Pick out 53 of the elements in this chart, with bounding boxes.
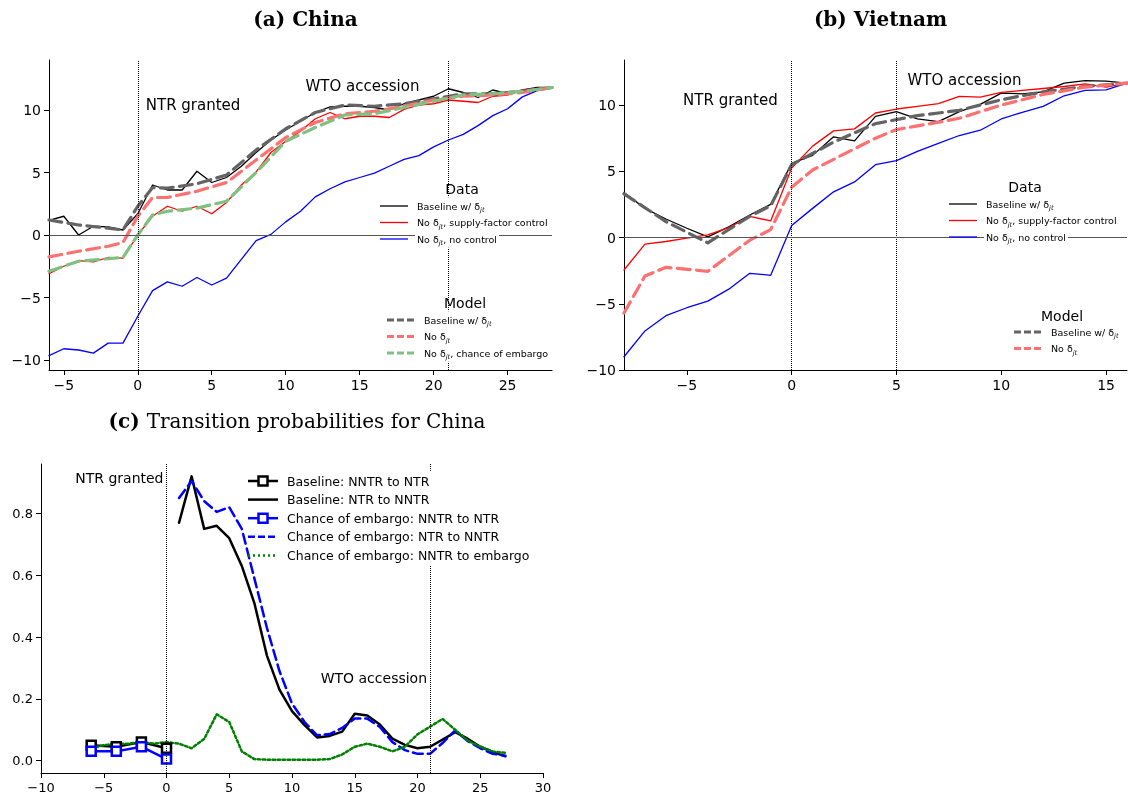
x-tick-label: 10 xyxy=(992,377,1011,393)
legend-label: Chance of embargo: NNTR to embargo xyxy=(287,547,530,563)
x-tick-label: 0 xyxy=(787,377,797,393)
y-tick-label: 5 xyxy=(32,164,41,181)
y-tick-label: 0.0 xyxy=(12,753,33,769)
y-tick-label: −5 xyxy=(20,289,41,306)
x-tick-label: 20 xyxy=(424,377,443,393)
legend-label: Baseline: NNTR to NTR xyxy=(287,473,430,489)
ref-line-label: WTO accession xyxy=(305,77,420,95)
x-tick-label: −5 xyxy=(676,377,698,393)
y-tick-label: 0.2 xyxy=(12,691,33,707)
x-tick-label: −5 xyxy=(94,780,114,795)
x-tick-label: 30 xyxy=(534,780,552,795)
x-tick-label: 25 xyxy=(498,377,517,393)
y-tick-label: −10 xyxy=(11,352,41,368)
y-tick-label: 0.6 xyxy=(12,567,33,583)
y-tick-label: 0 xyxy=(607,229,616,246)
ref-line-label: NTR granted xyxy=(683,91,778,109)
x-tick-label: 10 xyxy=(283,780,301,795)
legend-label: Baseline: NTR to NNTR xyxy=(287,492,430,508)
legend-title: Data xyxy=(1008,179,1042,195)
x-tick-label: 20 xyxy=(409,780,426,795)
y-tick-label: 0.8 xyxy=(12,505,33,521)
y-tick-label: 10 xyxy=(598,97,616,114)
legend-label: Chance of embargo: NNTR to NTR xyxy=(287,510,500,526)
annotation: Model xyxy=(1040,308,1084,324)
ref-line-label: NTR granted xyxy=(75,470,164,486)
y-tick-label: 0 xyxy=(32,227,41,243)
y-tick-label: −10 xyxy=(586,362,616,378)
y-tick-label: 0.4 xyxy=(12,629,33,645)
x-tick-label: 15 xyxy=(346,780,364,795)
x-tick-label: 15 xyxy=(1097,377,1115,393)
y-tick-label: 5 xyxy=(607,163,616,180)
annotation: Model xyxy=(443,295,487,311)
x-tick-label: 25 xyxy=(471,780,489,795)
x-tick-label: 5 xyxy=(225,780,234,795)
legend-title: Data xyxy=(445,181,479,197)
x-tick-label: 5 xyxy=(207,377,217,393)
x-tick-label: 0 xyxy=(162,780,171,795)
x-tick-label: 15 xyxy=(350,377,369,393)
chart-title: (c) Transition probabilities for China xyxy=(108,409,486,433)
chart-title: (b) Vietnam xyxy=(813,7,948,31)
x-tick-label: 10 xyxy=(276,377,295,393)
y-tick-label: −5 xyxy=(595,295,616,312)
x-tick-label: 5 xyxy=(892,377,901,393)
chart-title: (a) China xyxy=(253,7,358,31)
y-tick-label: 10 xyxy=(23,102,41,118)
ref-line-label: NTR granted xyxy=(145,96,241,114)
x-tick-label: 0 xyxy=(133,377,143,393)
ref-line-label: WTO accession xyxy=(320,670,428,686)
legend-label: Chance of embargo: NTR to NNTR xyxy=(287,529,500,545)
x-tick-label: −5 xyxy=(53,377,75,393)
ref-line-label: WTO accession xyxy=(907,71,1022,89)
